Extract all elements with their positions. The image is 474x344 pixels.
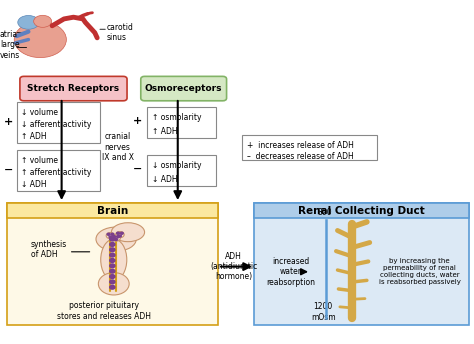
Text: Renal Collecting Duct: Renal Collecting Duct xyxy=(298,205,425,216)
Text: +: + xyxy=(4,117,13,127)
Bar xyxy=(7,203,218,325)
Text: ↓ volume: ↓ volume xyxy=(21,108,58,117)
Circle shape xyxy=(120,232,123,234)
Circle shape xyxy=(109,253,115,257)
Circle shape xyxy=(109,236,112,238)
Text: ↑ volume: ↑ volume xyxy=(21,156,58,165)
Text: ↑ ADH: ↑ ADH xyxy=(152,127,177,136)
Circle shape xyxy=(111,233,114,235)
Text: −: − xyxy=(4,165,13,175)
Ellipse shape xyxy=(96,227,137,251)
Text: −: − xyxy=(133,164,142,174)
Ellipse shape xyxy=(111,223,145,241)
Text: +: + xyxy=(133,116,142,126)
FancyBboxPatch shape xyxy=(141,76,227,101)
Circle shape xyxy=(116,232,124,238)
Circle shape xyxy=(117,236,119,238)
Circle shape xyxy=(109,280,115,284)
Ellipse shape xyxy=(18,15,39,29)
Text: atria: atria xyxy=(0,30,18,39)
Circle shape xyxy=(109,275,115,278)
FancyBboxPatch shape xyxy=(20,76,127,101)
Text: ↑ osmolarity: ↑ osmolarity xyxy=(152,113,201,122)
Ellipse shape xyxy=(34,15,52,28)
Circle shape xyxy=(109,248,115,252)
Bar xyxy=(7,203,218,218)
Circle shape xyxy=(115,238,118,240)
Circle shape xyxy=(109,237,115,241)
Ellipse shape xyxy=(100,239,127,280)
Circle shape xyxy=(118,235,121,237)
Ellipse shape xyxy=(14,21,66,57)
Text: Osmoreceptors: Osmoreceptors xyxy=(145,84,222,93)
Text: carotid
sinus: carotid sinus xyxy=(107,23,134,42)
Text: ↓ ADH: ↓ ADH xyxy=(152,175,177,184)
Circle shape xyxy=(109,264,115,268)
Circle shape xyxy=(109,286,115,289)
Bar xyxy=(17,150,100,191)
Bar xyxy=(17,102,100,143)
Bar xyxy=(147,107,216,138)
Text: ADH
(antidiuretic
hormone): ADH (antidiuretic hormone) xyxy=(210,252,257,281)
Circle shape xyxy=(117,232,119,234)
Circle shape xyxy=(106,233,115,239)
Text: cranial
nerves
IX and X: cranial nerves IX and X xyxy=(101,132,134,162)
Text: large
veins: large veins xyxy=(0,40,20,60)
Circle shape xyxy=(109,259,115,262)
Circle shape xyxy=(107,233,110,235)
Bar xyxy=(254,203,469,325)
Text: –  decreases release of ADH: – decreases release of ADH xyxy=(247,152,354,161)
Text: 300: 300 xyxy=(318,208,332,217)
Text: Stretch Receptors: Stretch Receptors xyxy=(27,84,119,93)
Circle shape xyxy=(109,269,115,273)
Circle shape xyxy=(113,236,116,238)
Bar xyxy=(242,135,377,160)
Text: by increasing the
permeability of renal
collecting ducts, water
is reabsorbed pa: by increasing the permeability of renal … xyxy=(379,258,460,285)
Text: increased
water
reabsorption: increased water reabsorption xyxy=(266,257,316,287)
Bar xyxy=(254,203,469,218)
Circle shape xyxy=(109,243,115,246)
Text: ↑ afferent activity: ↑ afferent activity xyxy=(21,168,91,177)
Text: ↓ afferent activity: ↓ afferent activity xyxy=(21,120,91,129)
Text: ↓ ADH: ↓ ADH xyxy=(21,180,47,189)
Bar xyxy=(147,155,216,186)
Text: synthesis
of ADH: synthesis of ADH xyxy=(31,240,67,259)
Ellipse shape xyxy=(98,272,129,295)
Text: 1200
mOsm: 1200 mOsm xyxy=(311,302,336,322)
Text: Brain: Brain xyxy=(97,205,128,216)
Text: ↓ osmolarity: ↓ osmolarity xyxy=(152,161,201,170)
Circle shape xyxy=(112,235,120,241)
Bar xyxy=(7,203,218,218)
Text: +  increases release of ADH: + increases release of ADH xyxy=(247,141,354,150)
Text: ↑ ADH: ↑ ADH xyxy=(21,132,47,141)
Text: posterior pituitary
stores and releases ADH: posterior pituitary stores and releases … xyxy=(57,301,151,321)
